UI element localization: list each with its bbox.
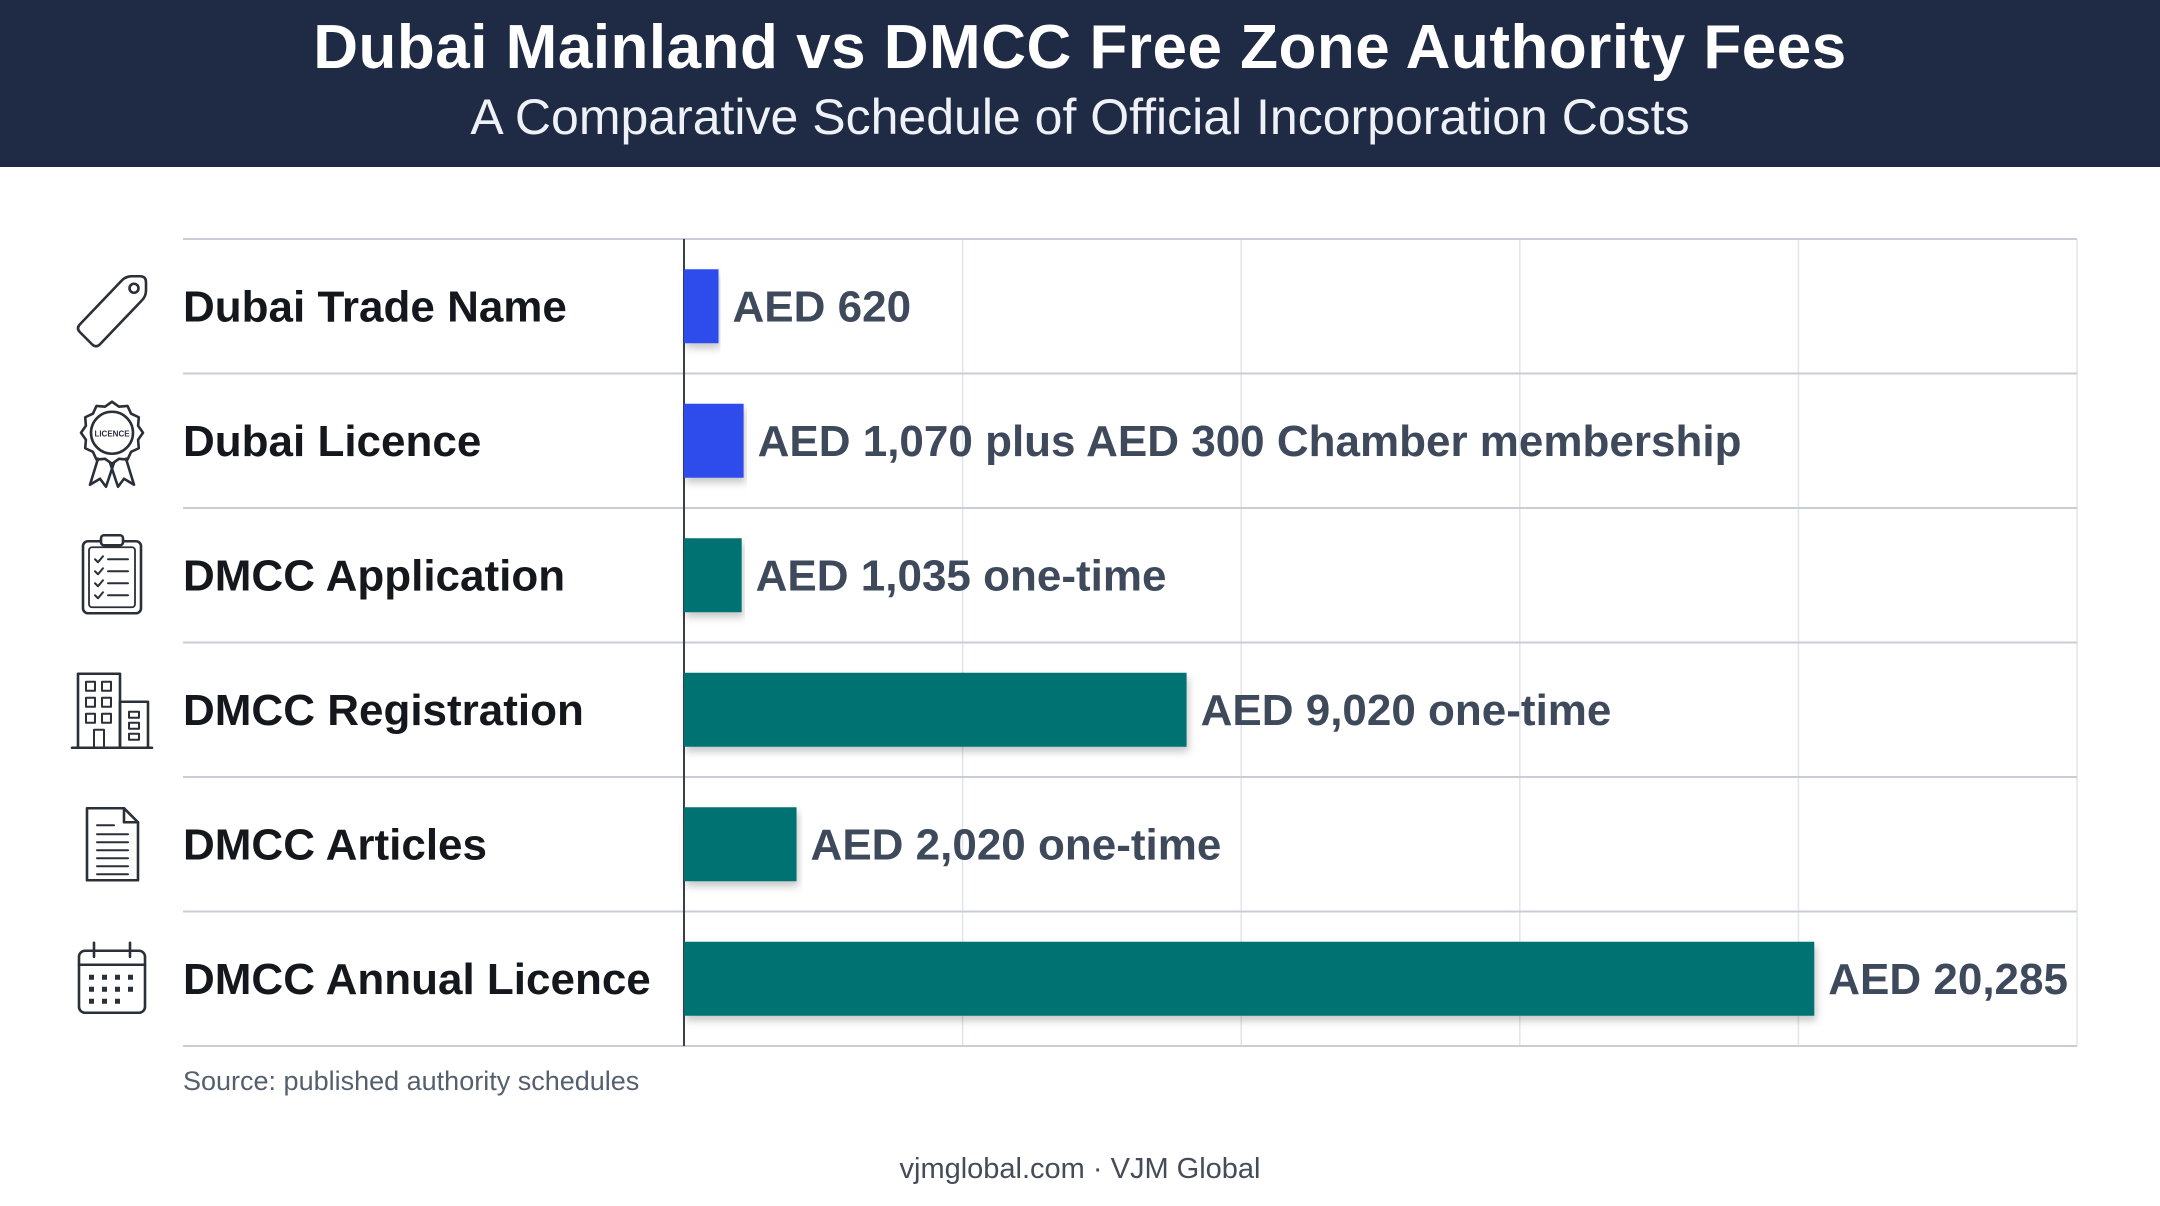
window (101, 680, 112, 692)
office-building-icon (70, 672, 154, 750)
badge-inner (89, 410, 135, 456)
category-label: DMCC Annual Licence (183, 955, 651, 1004)
data-label: AED 9,020 one-time (1201, 686, 1612, 735)
category-label: Dubai Trade Name (183, 282, 567, 331)
badge-outline (79, 400, 145, 466)
header-banner: Dubai Mainland vs DMCC Free Zone Authori… (0, 0, 2160, 167)
side-window (128, 732, 140, 741)
bars (684, 269, 1815, 1016)
window (85, 680, 96, 692)
calendar-frame (77, 949, 147, 1015)
row-dividers (183, 238, 2077, 1047)
window (101, 696, 112, 708)
tag-icon (76, 274, 148, 348)
building-main (76, 672, 122, 750)
clipboard-checklist-icon (81, 533, 143, 615)
calendar-day (115, 998, 120, 1004)
data-label: AED 2,020 one-time (811, 820, 1222, 869)
check-mark (94, 555, 104, 564)
check-mark (94, 591, 104, 600)
calendar-day (128, 974, 133, 980)
category-label: DMCC Registration (183, 686, 584, 735)
window (85, 696, 96, 708)
category-labels: Dubai Trade Name Dubai Licence DMCC Applic… (183, 282, 651, 1004)
chart-subtitle: A Comparative Schedule of Official Incor… (470, 89, 1690, 145)
data-label: AED 1,035 one-time (756, 551, 1167, 600)
side-window (128, 721, 140, 730)
badge-ribbon-left (88, 457, 116, 489)
bar-mainland (684, 269, 719, 344)
calendar-day (115, 974, 120, 980)
chart-title: Dubai Mainland vs DMCC Free Zone Authori… (313, 13, 1847, 82)
tag-hole (128, 282, 140, 295)
licence-badge-icon: LICENCE (79, 400, 145, 489)
calendar-day (102, 998, 107, 1004)
row-icons: LICENCE (70, 274, 154, 1015)
bar-dmcc (684, 941, 1815, 1016)
clipboard-paper (88, 546, 136, 609)
building-side (118, 700, 150, 750)
footer-credit: vjmglobal.com · VJM Global (899, 1153, 1261, 1185)
category-label: DMCC Articles (183, 820, 487, 869)
data-label: AED 1,070 plus AED 300 Chamber membershi… (758, 417, 1742, 466)
clipboard-clip (99, 533, 125, 547)
category-label: Dubai Licence (183, 417, 481, 466)
calendar-day (102, 986, 107, 992)
page-fold (122, 806, 140, 824)
page-outline (85, 806, 140, 882)
calendar-day (89, 974, 94, 980)
check-mark (94, 567, 104, 576)
category-label: DMCC Application (183, 551, 565, 600)
badge-text: LICENCE (94, 429, 130, 438)
calendar-day (89, 986, 94, 992)
data-labels: AED 620 AED 1,070 plus AED 300 Chamber me… (733, 282, 2068, 1004)
window (85, 712, 96, 724)
window (101, 712, 112, 724)
check-mark (94, 579, 104, 588)
document-icon (85, 806, 140, 882)
calendar-day (102, 974, 107, 980)
calendar-icon (77, 941, 147, 1015)
side-window (128, 710, 140, 719)
source-note: Source: published authority schedules (183, 1066, 640, 1096)
data-label: AED 20,285 (1828, 955, 2068, 1004)
bar-dmcc (684, 538, 742, 613)
calendar-day (115, 986, 120, 992)
door (93, 728, 105, 749)
calendar-day (89, 998, 94, 1004)
bar-dmcc (684, 807, 797, 882)
bar-mainland (684, 403, 744, 478)
clipboard-board (81, 539, 143, 615)
badge-ribbon-right (108, 457, 136, 489)
bar-dmcc (684, 672, 1187, 747)
data-label: AED 620 (733, 282, 912, 331)
tag-shape (76, 274, 148, 348)
calendar-day (128, 986, 133, 992)
